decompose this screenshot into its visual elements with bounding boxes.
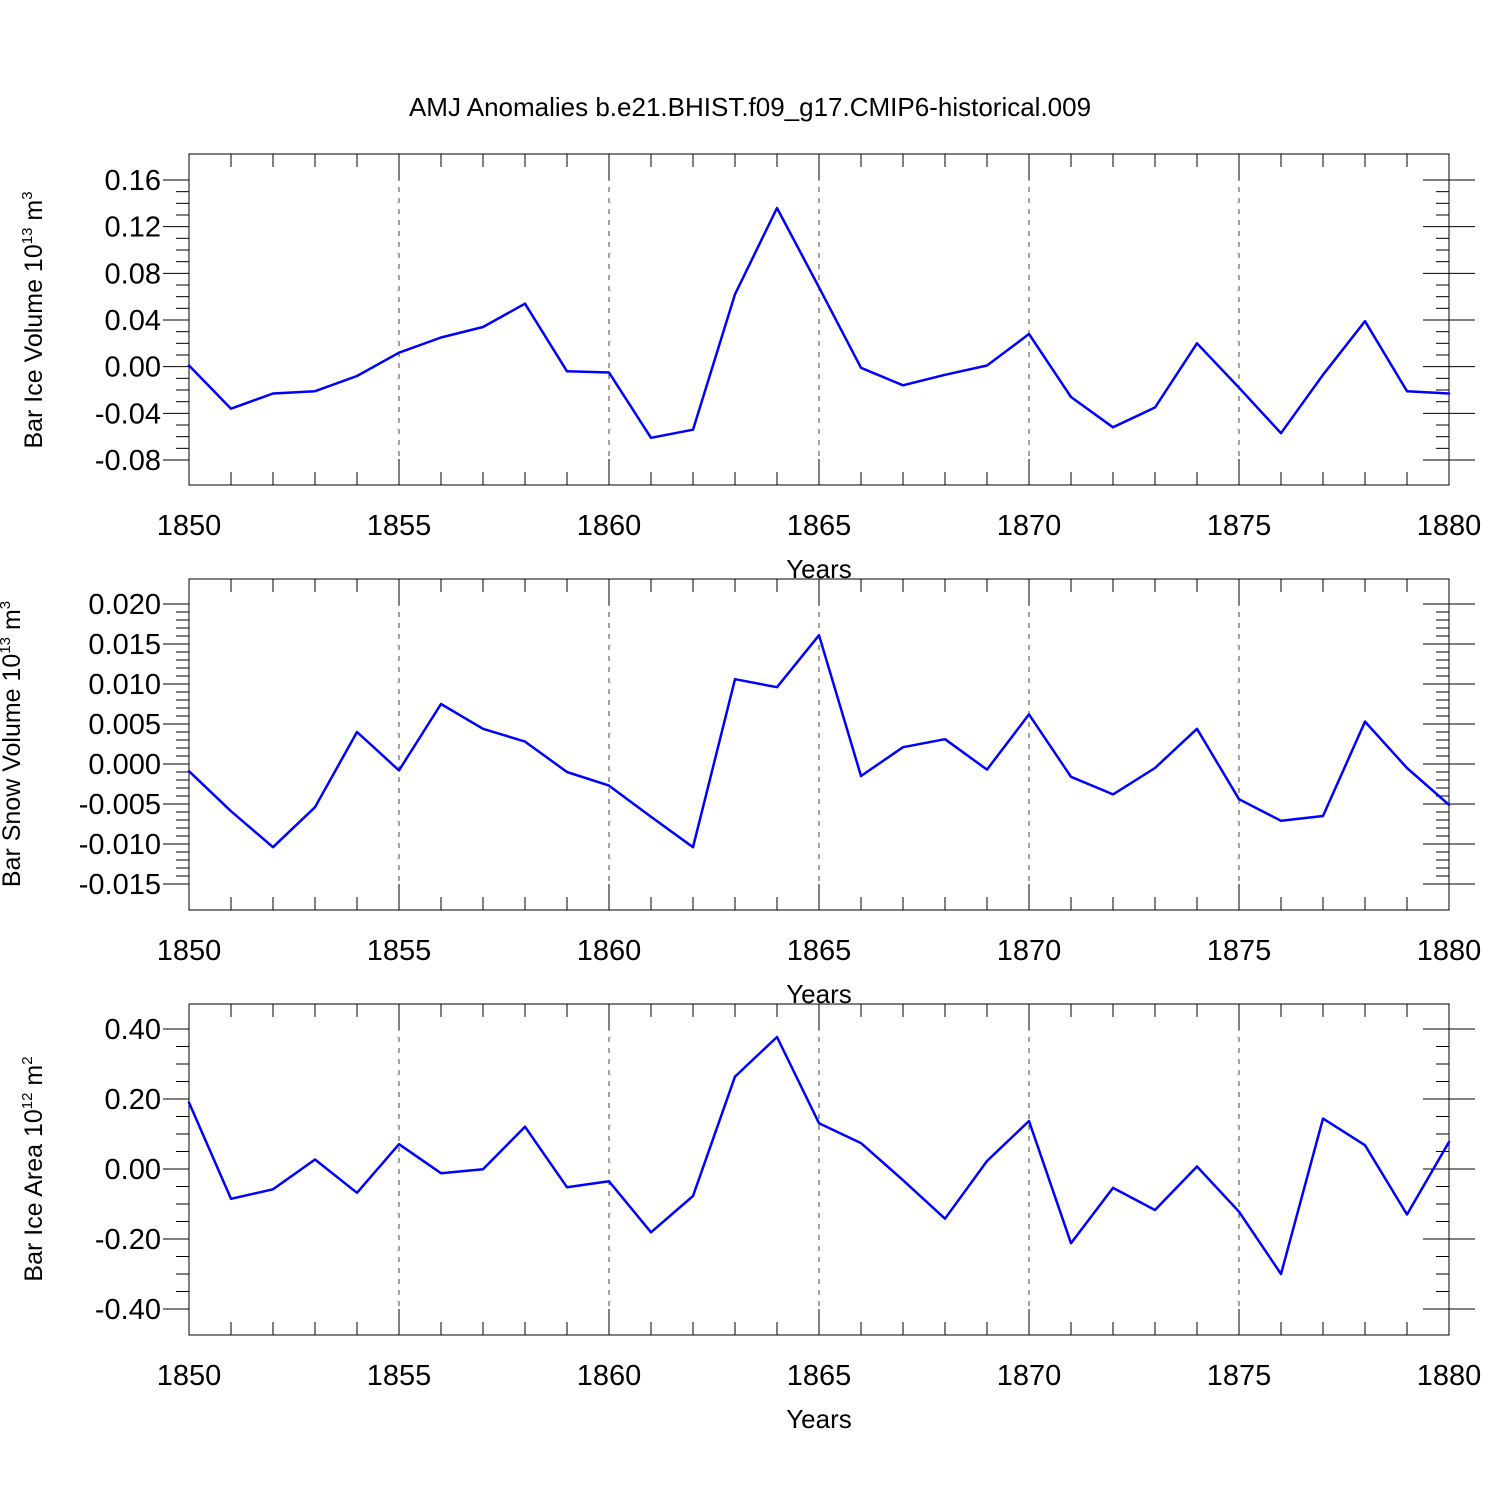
y-axis-label-superscript: 12 <box>19 1093 36 1110</box>
y-tick-label: 0.20 <box>105 1084 161 1116</box>
panel-3: 1850 1855 1860 1865 1870 1875 1880 0.40 0.20 0.00… <box>19 1003 1482 1434</box>
y-tick-label: 0.16 <box>105 165 161 197</box>
x-axis-label: Years <box>786 1404 852 1434</box>
x-tick-label: 1875 <box>1207 1360 1272 1392</box>
x-tick-label: 1865 <box>787 510 852 542</box>
y-tick-label: 0.020 <box>88 589 161 621</box>
y-tick-label: -0.010 <box>79 829 161 861</box>
y-axis-label-text: m <box>20 1065 48 1093</box>
y-tick-label: 0.00 <box>105 352 161 384</box>
y-axis-label-superscript: 3 <box>0 601 14 609</box>
y-axis-label-text: Bar Snow Volume 10 <box>0 654 26 887</box>
y-tick-label: 0.005 <box>88 709 161 741</box>
series-line-1 <box>187 206 1451 440</box>
y-tick-label: -0.005 <box>79 789 161 821</box>
series-line-1 <box>187 1035 1451 1276</box>
x-tick-label: 1880 <box>1417 1360 1482 1392</box>
y-tick-label: -0.08 <box>95 445 161 477</box>
figure-title: AMJ Anomalies b.e21.BHIST.f09_g17.CMIP6-… <box>409 92 1091 122</box>
y-axis-label-text: m <box>20 200 48 228</box>
y-tick-label: 0.04 <box>105 305 161 337</box>
x-tick-label: 1875 <box>1207 510 1272 542</box>
y-tick-label: 0.12 <box>105 212 161 244</box>
y-axis-label-text: Bar Ice Volume 10 <box>20 244 48 448</box>
y-axis-label-text: m <box>0 609 26 637</box>
panel-1: 1850 1855 1860 1865 1870 1875 1880 0.16 0.12 0.08… <box>19 153 1482 584</box>
x-tick-label: 1870 <box>997 935 1062 967</box>
x-tick-label: 1850 <box>157 510 222 542</box>
x-tick-label: 1880 <box>1417 510 1482 542</box>
x-tick-label: 1850 <box>157 1360 222 1392</box>
x-tick-label: 1865 <box>787 1360 852 1392</box>
y-axis-label-text: Bar Ice Area 10 <box>20 1109 48 1281</box>
y-tick-label: 0.40 <box>105 1014 161 1046</box>
y-axis-label-superscript: 2 <box>19 1056 36 1064</box>
x-tick-label: 1860 <box>577 1360 642 1392</box>
panel-2: 1850 1855 1860 1865 1870 1875 1880 0.020 0.015 0.… <box>0 578 1482 1009</box>
y-tick-label: -0.40 <box>95 1294 161 1326</box>
x-tick-label: 1865 <box>787 935 852 967</box>
x-tick-label: 1850 <box>157 935 222 967</box>
x-tick-label: 1855 <box>367 1360 432 1392</box>
y-tick-label: 0.000 <box>88 749 161 781</box>
y-tick-label: -0.20 <box>95 1224 161 1256</box>
x-tick-label: 1855 <box>367 935 432 967</box>
x-tick-label: 1860 <box>577 935 642 967</box>
y-tick-label: 0.08 <box>105 258 161 290</box>
y-axis-label: Bar Ice Volume 1013 m3 <box>19 191 48 448</box>
x-tick-label: 1880 <box>1417 935 1482 967</box>
y-tick-label: 0.00 <box>105 1154 161 1186</box>
y-tick-label: -0.015 <box>79 869 161 901</box>
y-axis-label-superscript: 13 <box>19 228 36 245</box>
y-tick-label: -0.04 <box>95 398 161 430</box>
y-axis-label-superscript: 3 <box>19 191 36 199</box>
x-tick-label: 1855 <box>367 510 432 542</box>
y-axis-label: Bar Ice Area 1012 m2 <box>19 1056 48 1281</box>
x-tick-label: 1870 <box>997 1360 1062 1392</box>
x-tick-label: 1870 <box>997 510 1062 542</box>
y-tick-label: 0.015 <box>88 629 161 661</box>
y-tick-label: 0.010 <box>88 669 161 701</box>
x-tick-label: 1860 <box>577 510 642 542</box>
y-axis-label: Bar Snow Volume 1013 m3 <box>0 601 26 887</box>
panels-container: 1850 1855 1860 1865 1870 1875 1880 0.16 0.12 0.08… <box>0 153 1482 1434</box>
series-line-1 <box>187 633 1451 849</box>
y-axis-label-superscript: 13 <box>0 637 14 654</box>
x-tick-label: 1875 <box>1207 935 1272 967</box>
